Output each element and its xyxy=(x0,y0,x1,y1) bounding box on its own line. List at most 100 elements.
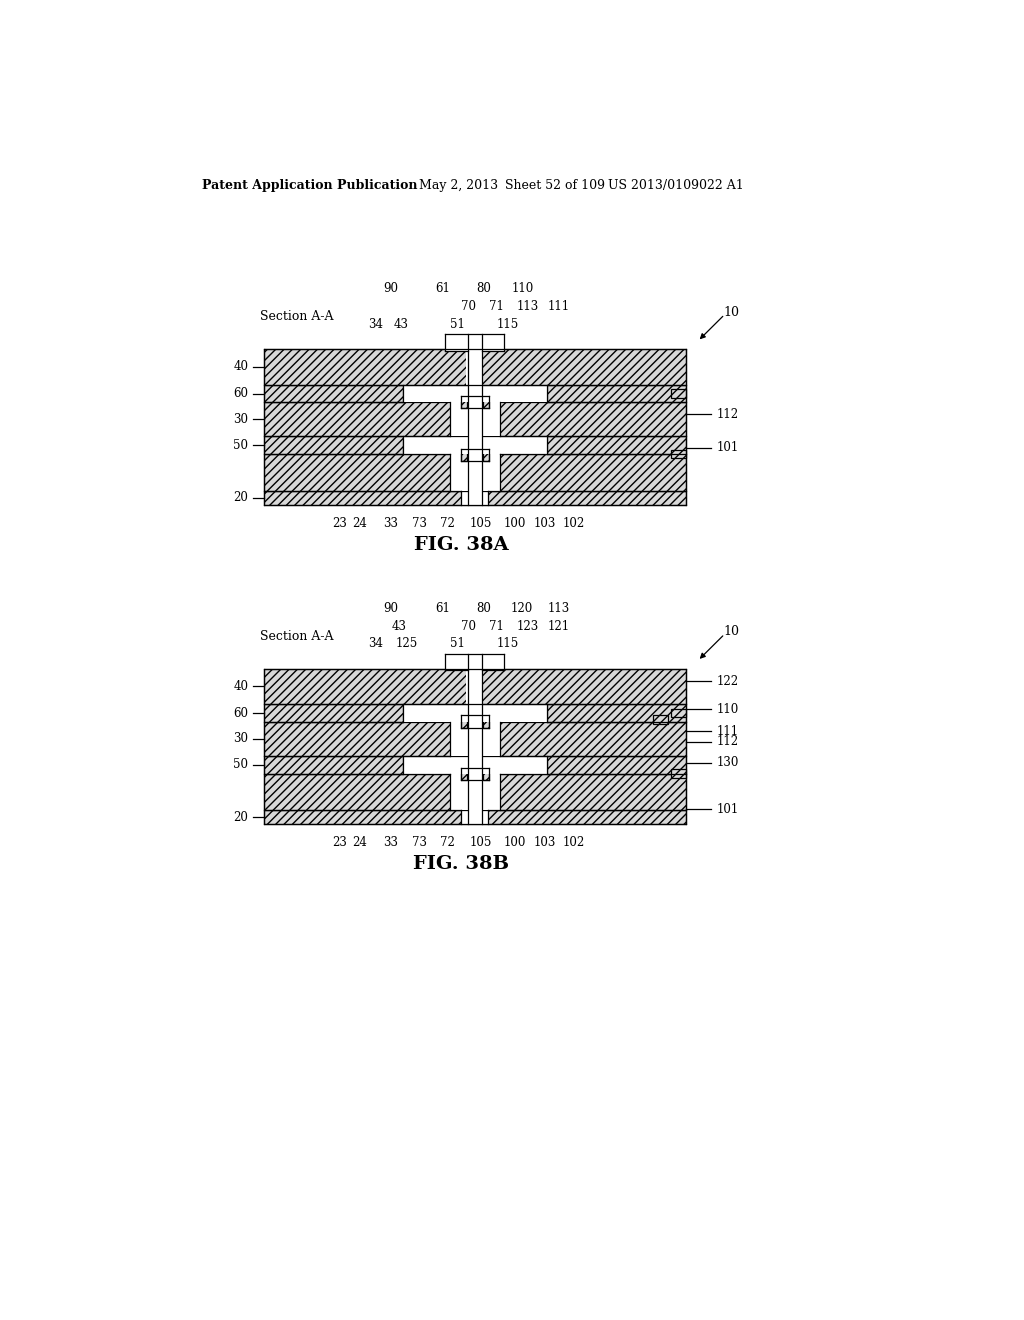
Bar xyxy=(263,437,403,454)
Text: 24: 24 xyxy=(352,517,368,529)
Bar xyxy=(263,454,686,491)
Bar xyxy=(482,715,488,727)
Bar xyxy=(461,449,467,461)
Bar xyxy=(482,396,488,408)
Text: 43: 43 xyxy=(391,620,407,632)
Bar xyxy=(445,331,504,351)
Bar xyxy=(263,756,403,774)
Bar xyxy=(671,389,686,397)
Text: Patent Application Publication: Patent Application Publication xyxy=(202,178,417,191)
Bar xyxy=(263,756,403,774)
Bar xyxy=(263,384,403,403)
Text: 115: 115 xyxy=(497,318,518,331)
Bar xyxy=(461,396,467,408)
Text: 123: 123 xyxy=(516,620,539,632)
Bar xyxy=(466,669,483,704)
Bar xyxy=(671,770,686,777)
Bar xyxy=(671,770,686,777)
Bar xyxy=(461,491,488,506)
Text: 80: 80 xyxy=(477,282,492,296)
Text: 73: 73 xyxy=(412,837,427,850)
Bar xyxy=(263,722,686,756)
Text: 72: 72 xyxy=(440,517,455,529)
Text: 105: 105 xyxy=(470,517,493,529)
Bar xyxy=(263,384,403,403)
Text: 115: 115 xyxy=(497,638,518,651)
Text: 102: 102 xyxy=(563,517,585,529)
Text: 33: 33 xyxy=(384,517,398,529)
Text: 72: 72 xyxy=(440,837,455,850)
Text: 80: 80 xyxy=(477,602,492,615)
Bar xyxy=(263,403,686,437)
Text: 23: 23 xyxy=(332,837,347,850)
Bar xyxy=(403,704,547,722)
Text: 100: 100 xyxy=(504,517,526,529)
Bar xyxy=(482,449,488,461)
Bar xyxy=(671,389,686,397)
Bar xyxy=(466,774,483,810)
Text: 112: 112 xyxy=(717,735,739,748)
Bar xyxy=(671,770,686,777)
Bar xyxy=(263,437,403,454)
Bar xyxy=(263,669,686,704)
Bar xyxy=(450,774,500,810)
Bar xyxy=(461,768,467,780)
Text: 20: 20 xyxy=(233,810,248,824)
Bar xyxy=(263,384,403,403)
Bar xyxy=(263,810,686,825)
Text: 50: 50 xyxy=(233,438,248,451)
Bar xyxy=(263,491,686,506)
Text: May 2, 2013: May 2, 2013 xyxy=(419,178,498,191)
Bar xyxy=(450,454,500,491)
Text: 50: 50 xyxy=(233,758,248,771)
Bar xyxy=(263,403,686,437)
Bar xyxy=(468,449,481,461)
Text: 43: 43 xyxy=(393,318,409,331)
Text: Sheet 52 of 109: Sheet 52 of 109 xyxy=(506,178,605,191)
Bar xyxy=(547,704,686,722)
Bar xyxy=(671,450,686,458)
Text: 90: 90 xyxy=(384,602,398,615)
Bar xyxy=(461,715,467,727)
Text: 30: 30 xyxy=(233,413,248,426)
Bar xyxy=(263,454,686,491)
Text: 34: 34 xyxy=(368,638,383,651)
Text: 70: 70 xyxy=(461,300,476,313)
Bar xyxy=(547,756,686,774)
Bar xyxy=(263,774,686,810)
Text: 100: 100 xyxy=(504,837,526,850)
Bar xyxy=(461,768,467,780)
Text: 30: 30 xyxy=(233,733,248,746)
Text: 71: 71 xyxy=(489,620,504,632)
Text: 51: 51 xyxy=(451,318,465,331)
Text: 60: 60 xyxy=(233,387,248,400)
Bar xyxy=(468,715,481,727)
Bar xyxy=(482,396,488,408)
Text: Section A-A: Section A-A xyxy=(260,630,333,643)
Text: 121: 121 xyxy=(548,620,569,632)
Text: 20: 20 xyxy=(233,491,248,504)
Bar xyxy=(263,704,403,722)
Bar xyxy=(547,756,686,774)
Bar xyxy=(445,651,504,671)
Text: 34: 34 xyxy=(368,318,383,331)
Bar xyxy=(461,768,488,780)
Bar xyxy=(263,774,686,810)
Text: 113: 113 xyxy=(516,300,539,313)
Bar xyxy=(263,491,686,506)
Bar xyxy=(671,709,686,717)
Bar xyxy=(547,704,686,722)
Bar xyxy=(461,396,488,408)
Bar xyxy=(482,768,488,780)
Bar xyxy=(461,715,467,727)
Bar xyxy=(263,756,403,774)
Text: FIG. 38A: FIG. 38A xyxy=(414,536,509,554)
Bar xyxy=(468,396,481,408)
Text: 113: 113 xyxy=(548,602,569,615)
Bar xyxy=(263,722,686,756)
Bar xyxy=(468,653,481,825)
Bar xyxy=(263,722,686,756)
Text: 103: 103 xyxy=(534,517,556,529)
Bar xyxy=(263,348,686,384)
Text: 111: 111 xyxy=(548,300,569,313)
